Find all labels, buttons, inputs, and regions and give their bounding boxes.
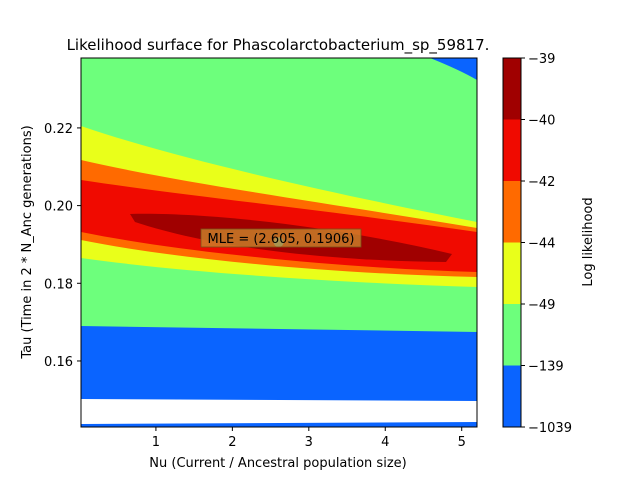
colorbar-tick-label: −44 [528,237,555,252]
colorbar-tick-label: −49 [528,298,555,313]
colorbar-tick-label: −42 [528,175,555,190]
colorbar-segment [503,119,521,181]
colorbar-tick-label: −1039 [528,421,572,436]
x-tick-label: 5 [458,435,466,450]
colorbar-segment [503,304,521,366]
x-axis-label: Nu (Current / Ancestral population size) [149,456,406,471]
colorbar-tick-label: −40 [528,114,555,129]
x-tick-label: 3 [305,435,313,450]
contour-region-below-range [81,399,477,424]
y-tick-label: 0.18 [44,277,73,292]
mle-annotation: MLE = (2.605, 0.1906) [208,232,355,247]
colorbar-segment [503,365,521,427]
plot-frame [80,57,478,428]
colorbar: −1039 −139 −49 −44 −42 −40 −39 [502,52,572,436]
y-tick-label: 0.22 [44,122,73,137]
y-tick-label: 0.16 [44,355,73,370]
y-axis-label: Tau (Time in 2 * N_Anc generations) [20,125,35,359]
chart-title: Likelihood surface for Phascolarctobacte… [67,36,490,55]
colorbar-tick-label: −39 [528,52,555,67]
x-axis-ticks: 1 2 3 4 5 [152,427,466,450]
colorbar-segment [503,181,521,243]
x-tick-label: 2 [228,435,236,450]
mle-annotation-box [200,228,362,248]
x-tick-label: 4 [381,435,389,450]
colorbar-tick-label: −139 [528,360,564,375]
colorbar-segment [503,242,521,304]
y-axis-ticks: 0.16 0.18 0.20 0.22 [44,122,81,370]
y-tick-label: 0.20 [44,200,73,215]
x-tick-label: 1 [152,435,160,450]
colorbar-label: Log likelihood [581,197,596,286]
colorbar-segment [503,58,521,120]
